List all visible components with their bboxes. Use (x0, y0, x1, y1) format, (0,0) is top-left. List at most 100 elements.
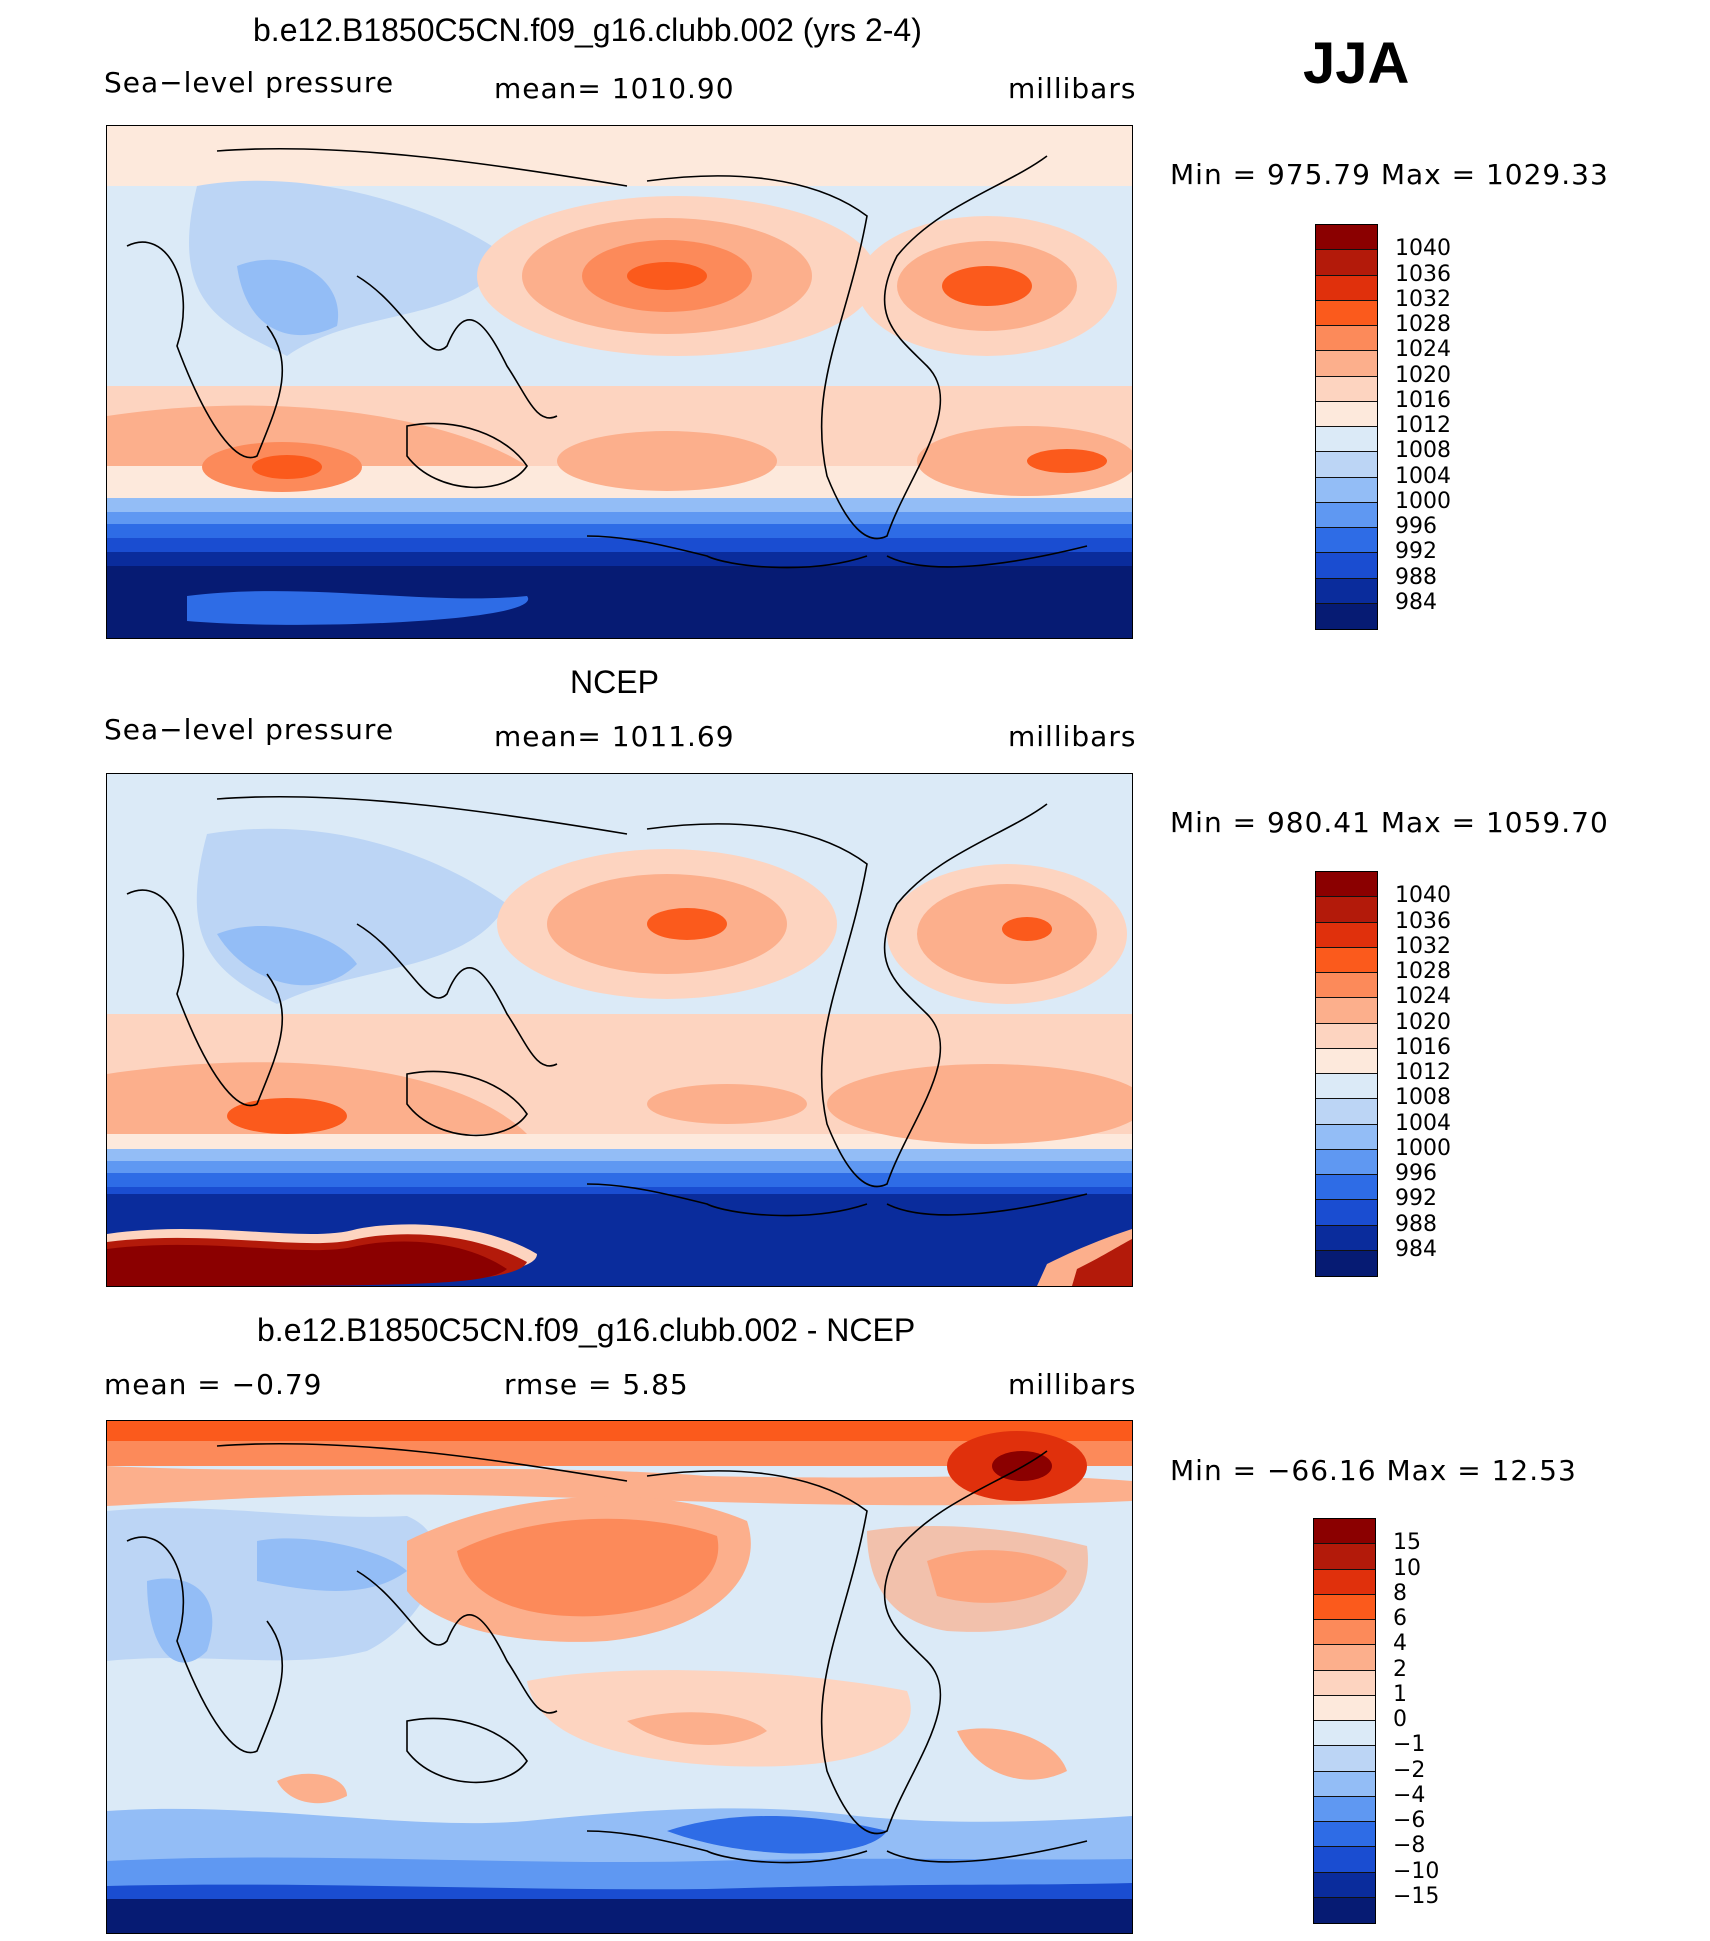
colorbar-diff (1313, 1518, 1376, 1924)
colorbar-swatch (1316, 1074, 1377, 1100)
colorbar-label: 1040 (1395, 236, 1451, 262)
panel-diff-title: b.e12.B1850C5CN.f09_g16.clubb.002 - NCEP (257, 1312, 916, 1348)
colorbar-label: 1040 (1395, 883, 1451, 909)
colorbar-label: 10 (1393, 1555, 1421, 1581)
colorbar-swatch (1316, 947, 1377, 973)
colorbar-swatch (1316, 250, 1377, 276)
colorbar-label: 1016 (1395, 1034, 1451, 1060)
panel-model-mean: mean= 1010.90 (494, 72, 735, 105)
map-model-slp (106, 125, 1133, 639)
colorbar-label: 988 (1395, 1211, 1437, 1237)
colorbar-swatch (1316, 275, 1377, 301)
colorbar-label: 4 (1393, 1631, 1407, 1657)
colorbar-swatch (1316, 578, 1377, 604)
map-difference (106, 1420, 1133, 1934)
colorbar-label: 988 (1395, 564, 1437, 590)
colorbar-swatch (1316, 1048, 1377, 1074)
colorbar-swatch (1316, 477, 1377, 503)
colorbar-label: −2 (1393, 1757, 1426, 1783)
colorbar-swatch (1314, 1796, 1375, 1822)
colorbar-swatch (1316, 1225, 1377, 1251)
colorbar-label: 15 (1393, 1530, 1421, 1556)
colorbar-swatch (1316, 1023, 1377, 1049)
colorbar-label: −10 (1393, 1858, 1440, 1884)
colorbar-swatch (1314, 1620, 1375, 1646)
colorbar-label: 1 (1393, 1681, 1407, 1707)
colorbar-label: 996 (1395, 1161, 1437, 1186)
colorbar-label: −15 (1393, 1883, 1440, 1909)
colorbar-label: 992 (1395, 1186, 1437, 1212)
colorbar-swatch (1316, 603, 1377, 629)
colorbar-swatch (1316, 1175, 1377, 1201)
colorbar-swatch (1314, 1569, 1375, 1595)
panel-diff-mean: mean = −0.79 (104, 1368, 323, 1401)
colorbar-swatch (1316, 326, 1377, 352)
colorbar-label: 1012 (1395, 1060, 1451, 1085)
colorbar-swatch (1316, 401, 1377, 427)
colorbar-label: −8 (1393, 1833, 1426, 1859)
colorbar-label: 1004 (1395, 1110, 1451, 1136)
colorbar-label: 996 (1395, 514, 1437, 539)
colorbar-label: 1024 (1395, 337, 1451, 363)
colorbar-swatch (1314, 1695, 1375, 1721)
colorbar-label: 1020 (1395, 362, 1451, 388)
colorbar-swatch (1314, 1872, 1375, 1898)
colorbar-swatch (1314, 1847, 1375, 1873)
colorbar-swatch (1314, 1594, 1375, 1620)
colorbar-swatch (1316, 553, 1377, 579)
map-ncep-slp (106, 773, 1133, 1287)
panel-model-variable: Sea−level pressure (104, 66, 395, 99)
colorbar-swatch (1316, 427, 1377, 453)
colorbar-label: 6 (1393, 1606, 1407, 1631)
colorbar-swatch (1314, 1746, 1375, 1772)
colorbar-ncep (1315, 871, 1378, 1277)
colorbar-swatch (1316, 922, 1377, 948)
colorbar-swatch (1316, 376, 1377, 402)
panel-diff-units: millibars (1008, 1368, 1137, 1401)
colorbar-swatch (1314, 1645, 1375, 1671)
colorbar-swatch (1316, 998, 1377, 1024)
colorbar-swatch (1316, 528, 1377, 554)
colorbar-swatch (1314, 1670, 1375, 1696)
panel-diff-rmse: rmse = 5.85 (504, 1368, 689, 1401)
colorbar-label: −6 (1393, 1808, 1426, 1833)
colorbar-swatch (1316, 897, 1377, 923)
panel-model-units: millibars (1008, 72, 1137, 105)
colorbar-label: 1016 (1395, 387, 1451, 413)
colorbar-label: −4 (1393, 1782, 1426, 1808)
colorbar-label: 984 (1395, 1236, 1437, 1262)
colorbar-label: 2 (1393, 1656, 1407, 1682)
colorbar-label: 1036 (1395, 261, 1451, 287)
colorbar-swatch (1314, 1519, 1375, 1545)
panel-model-title: b.e12.B1850C5CN.f09_g16.clubb.002 (yrs 2… (253, 12, 922, 48)
colorbar-label: 1008 (1395, 1085, 1451, 1111)
colorbar-label: 1032 (1395, 933, 1451, 959)
colorbar-label: −1 (1393, 1732, 1426, 1758)
colorbar-label: 1028 (1395, 312, 1451, 337)
colorbar-model (1315, 224, 1378, 630)
colorbar-label: 1008 (1395, 438, 1451, 464)
colorbar-swatch (1316, 225, 1377, 251)
colorbar-swatch (1316, 351, 1377, 377)
colorbar-label: 1036 (1395, 908, 1451, 934)
colorbar-label: 1012 (1395, 413, 1451, 438)
colorbar-swatch (1314, 1721, 1375, 1747)
season-label: JJA (1303, 31, 1410, 96)
colorbar-label: 992 (1395, 539, 1437, 565)
colorbar-label: 1032 (1395, 286, 1451, 312)
colorbar-label: 1020 (1395, 1009, 1451, 1035)
colorbar-swatch (1316, 872, 1377, 898)
panel-ncep-mean: mean= 1011.69 (494, 720, 735, 753)
colorbar-swatch (1314, 1822, 1375, 1848)
panel-ncep-variable: Sea−level pressure (104, 713, 395, 746)
colorbar-swatch (1316, 300, 1377, 326)
colorbar-label: 8 (1393, 1580, 1407, 1606)
colorbar-swatch (1314, 1771, 1375, 1797)
colorbar-swatch (1316, 452, 1377, 478)
panel-ncep-title: NCEP (570, 664, 659, 700)
colorbar-swatch (1314, 1897, 1375, 1923)
panel-diff-minmax: Min = −66.16 Max = 12.53 (1170, 1454, 1577, 1487)
colorbar-swatch (1316, 1200, 1377, 1226)
panel-ncep-units: millibars (1008, 720, 1137, 753)
colorbar-label: 1000 (1395, 1135, 1451, 1161)
